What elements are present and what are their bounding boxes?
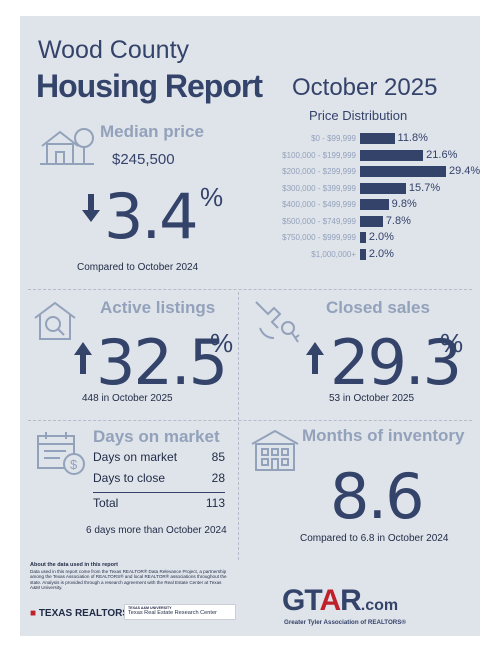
months-inventory-title: Months of inventory: [302, 426, 465, 445]
price-range-label: $100,000 - $199,999: [282, 150, 356, 160]
calendar-dollar-icon: $: [36, 430, 88, 476]
price-distribution-bar: [360, 149, 424, 161]
months-inventory-caption: Compared to 6.8 in October 2024: [300, 533, 449, 544]
dom-row-label: Days on market: [93, 450, 178, 464]
house-tree-icon: [38, 124, 96, 166]
price-distribution-value: 2.0%: [368, 247, 394, 260]
gtar-logo: GTAR.com: [282, 584, 398, 618]
dom-total-divider: [93, 492, 225, 493]
gtar-logo-com: .com: [360, 597, 399, 614]
price-distribution-value: 15.7%: [408, 181, 441, 194]
price-distribution-bar: [360, 215, 383, 227]
price-distribution-row: $300,000 - $399,999 15.7%: [258, 182, 478, 196]
about-data-text: Data used in this report come from the T…: [30, 569, 227, 590]
hand-key-icon: [252, 298, 302, 346]
arrow-up-icon: [74, 342, 92, 374]
divider-horizontal-1: [28, 289, 472, 290]
months-inventory-value: 8.6: [330, 460, 425, 533]
active-listings-percent-sign: %: [210, 328, 234, 358]
texas-realtors-text: TEXAS REALTORS: [38, 608, 130, 619]
price-range-label: $0 - $99,999: [311, 134, 356, 143]
price-distribution-row: $0 - $99,999 11.8%: [258, 132, 478, 146]
trec-name: Texas Real Estate Research Center: [128, 610, 217, 616]
price-distribution-row: $100,000 - $199,999 21.6%: [258, 149, 478, 163]
gtar-logo-r: R: [340, 584, 362, 617]
price-distribution-value: 21.6%: [426, 148, 458, 161]
price-distribution-value: 7.8%: [385, 214, 411, 227]
price-distribution-bar: [360, 248, 366, 260]
report-month: October 2025: [292, 74, 438, 101]
closed-sales-caption: 53 in October 2025: [329, 393, 415, 404]
county-title: Wood County: [38, 36, 190, 64]
gtar-tagline: Greater Tyler Association of REALTORS®: [284, 619, 406, 626]
gtar-logo-gt: GT: [282, 584, 320, 617]
active-listings-title: Active listings: [100, 298, 216, 317]
closed-sales-change: 29.3: [330, 326, 462, 399]
building-icon: [250, 428, 300, 472]
price-distribution-value: 9.8%: [391, 198, 417, 210]
price-range-label: $750,000 - $999,999: [282, 233, 356, 242]
divider-horizontal-2: [28, 420, 472, 421]
closed-sales-percent-sign: %: [440, 328, 464, 358]
dom-row-value: 85: [211, 450, 225, 464]
house-search-icon: [32, 300, 78, 342]
median-price-caption: Compared to October 2024: [77, 262, 199, 273]
price-distribution-bar: [360, 199, 389, 210]
price-distribution-value: 2.0%: [368, 231, 394, 243]
dom-total-row: Total 113: [93, 496, 225, 510]
median-price-percent-sign: %: [200, 182, 224, 212]
report-title: Housing Report: [36, 68, 263, 104]
price-distribution-row: $400,000 - $499,999 9.8%: [258, 198, 478, 212]
price-range-label: $400,000 - $499,999: [282, 200, 356, 209]
price-distribution-title: Price Distribution: [309, 108, 408, 123]
price-distribution-row: $750,000 - $999,999 2.0%: [258, 231, 478, 245]
about-data-title: About the data used in this report: [30, 562, 119, 568]
price-range-label: $300,000 - $399,999: [282, 183, 356, 193]
active-listings-caption: 448 in October 2025: [82, 393, 173, 404]
price-distribution-bar: [360, 182, 406, 194]
trec-logo: TEXAS A&M UNIVERSITY Texas Real Estate R…: [124, 604, 236, 620]
days-to-close-row: Days to close 28: [93, 471, 225, 485]
report-card: Wood County Housing Report October 2025 …: [20, 16, 480, 636]
price-distribution-row: $500,000 - $749,999 7.8%: [258, 215, 478, 229]
days-on-market-row: Days on market 85: [93, 450, 225, 464]
dom-row-label: Days to close: [93, 471, 166, 485]
dom-total-value: 113: [205, 496, 225, 510]
arrow-up-icon: [306, 342, 324, 374]
arrow-down-icon: [82, 194, 100, 222]
price-distribution-row: $1,000,000+ 2.0%: [258, 248, 478, 262]
gtar-logo-a: A: [319, 584, 341, 617]
days-on-market-caption: 6 days more than October 2024: [86, 525, 227, 536]
closed-sales-title: Closed sales: [326, 298, 430, 317]
price-distribution-bar: [360, 166, 446, 177]
active-listings-change: 32.5: [96, 326, 228, 399]
days-on-market-title: Days on market: [93, 427, 220, 446]
divider-vertical: [238, 292, 239, 560]
price-distribution-bar: [360, 133, 395, 144]
price-distribution-value: 29.4%: [449, 165, 481, 177]
svg-text:$: $: [70, 457, 78, 472]
price-distribution-value: 11.8%: [397, 132, 428, 144]
median-price-value: $245,500: [112, 151, 175, 168]
price-range-label: $200,000 - $299,999: [282, 167, 356, 176]
price-range-label: $1,000,000+: [311, 249, 356, 259]
trec-university: TEXAS A&M UNIVERSITY: [128, 606, 172, 610]
median-price-change: 3.4: [104, 180, 199, 253]
price-range-label: $500,000 - $749,999: [282, 216, 356, 226]
median-price-title: Median price: [100, 122, 204, 141]
price-distribution-row: $200,000 - $299,999 29.4%: [258, 165, 481, 179]
dom-total-label: Total: [93, 496, 119, 510]
price-distribution-bar: [360, 232, 366, 243]
texas-realtors-logo: ■ TEXAS REALTORS: [30, 608, 130, 619]
dom-row-value: 28: [211, 471, 225, 485]
